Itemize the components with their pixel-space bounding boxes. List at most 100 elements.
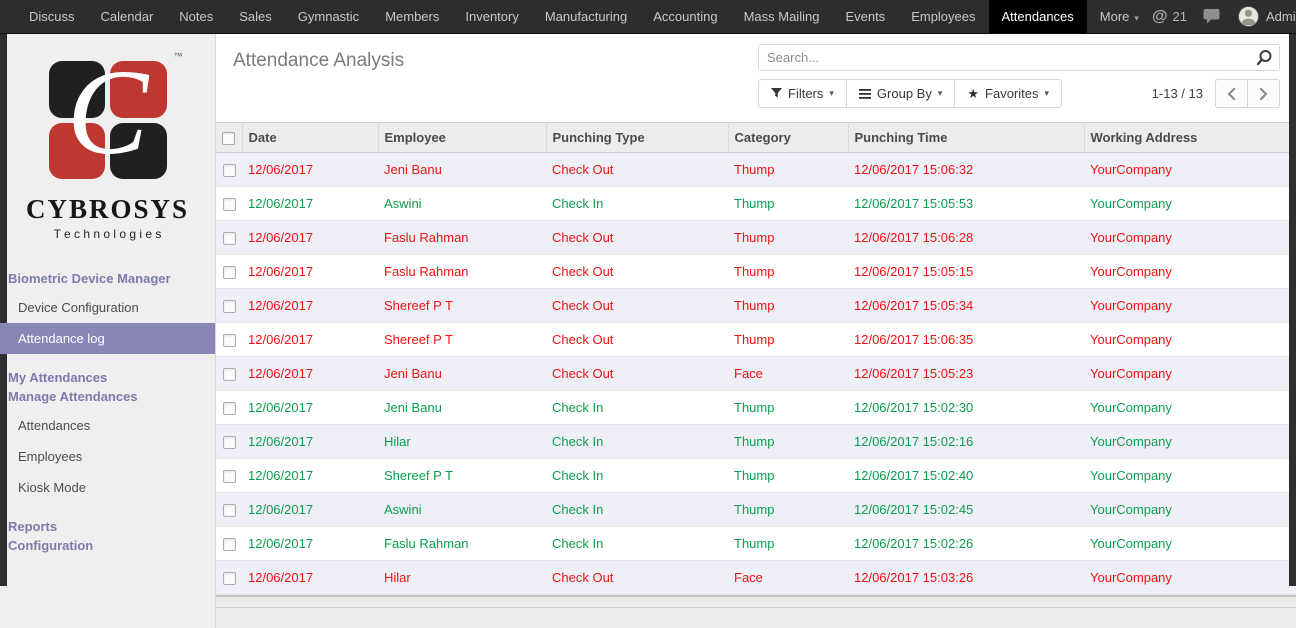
cell-punching-time[interactable]: 12/06/2017 15:06:28 [848, 220, 1084, 256]
cell-category[interactable]: Thump [728, 492, 848, 528]
table-row[interactable]: 12/06/2017 Shereef P T Check In Thump 12/06/… [216, 458, 1296, 494]
cell-employee[interactable]: Aswini [378, 492, 546, 528]
nav-item-mass-mailing[interactable]: Mass Mailing [743, 9, 820, 24]
cell-punching-type[interactable]: Check Out [546, 288, 728, 324]
select-all-checkbox[interactable] [222, 132, 236, 146]
cell-punching-type[interactable]: Check Out [546, 152, 728, 188]
sidebar-item-kiosk-mode[interactable]: Kiosk Mode [18, 480, 86, 495]
cell-punching-time[interactable]: 12/06/2017 15:05:15 [848, 254, 1084, 290]
cell-category[interactable]: Thump [728, 458, 848, 494]
row-checkbox[interactable] [222, 300, 236, 314]
cell-punching-type[interactable]: Check In [546, 458, 728, 494]
user-menu[interactable]: Administrator ▾ [1238, 6, 1296, 27]
table-row[interactable]: 12/06/2017 Shereef P T Check Out Thump 12/06… [216, 288, 1296, 324]
sidebar-heading-configuration[interactable]: Configuration [8, 538, 94, 553]
cell-category[interactable]: Face [728, 560, 848, 596]
cell-date[interactable]: 12/06/2017 [242, 254, 378, 290]
column-header-category[interactable]: Category [728, 121, 849, 154]
sidebar-heading-my-attendances[interactable]: My Attendances [8, 370, 108, 385]
pager-next-button[interactable] [1247, 79, 1280, 108]
column-header-date[interactable]: Date [242, 121, 379, 154]
cell-category[interactable]: Thump [728, 186, 848, 222]
nav-item-calendar[interactable]: Calendar [100, 9, 154, 24]
cell-punching-type[interactable]: Check In [546, 186, 728, 222]
cell-date[interactable]: 12/06/2017 [242, 356, 378, 392]
cell-employee[interactable]: Hilar [378, 424, 546, 460]
row-checkbox[interactable] [222, 368, 236, 382]
cell-date[interactable]: 12/06/2017 [242, 458, 378, 494]
column-header-working-address[interactable]: Working Address [1084, 121, 1296, 154]
cell-punching-time[interactable]: 12/06/2017 15:05:34 [848, 288, 1084, 324]
column-header-punching-type[interactable]: Punching Type [546, 121, 729, 154]
cell-employee[interactable]: Faslu Rahman [378, 254, 546, 290]
sidebar-heading-biometric-device-manager[interactable]: Biometric Device Manager [8, 271, 171, 286]
row-checkbox[interactable] [222, 470, 236, 484]
row-checkbox[interactable] [222, 538, 236, 552]
cell-punching-time[interactable]: 12/06/2017 15:05:23 [848, 356, 1084, 392]
cell-working-address[interactable]: YourCompany [1084, 322, 1296, 358]
cell-punching-time[interactable]: 12/06/2017 15:02:30 [848, 390, 1084, 426]
table-row[interactable]: 12/06/2017 Aswini Check In Thump 12/06/2017 … [216, 186, 1296, 222]
cell-punching-time[interactable]: 12/06/2017 15:05:53 [848, 186, 1084, 222]
row-checkbox[interactable] [222, 504, 236, 518]
cell-working-address[interactable]: YourCompany [1084, 152, 1296, 188]
cell-working-address[interactable]: YourCompany [1084, 390, 1296, 426]
pager-previous-button[interactable] [1215, 79, 1248, 108]
cell-category[interactable]: Thump [728, 152, 848, 188]
cell-employee[interactable]: Faslu Rahman [378, 526, 546, 562]
sidebar-item-attendance-log[interactable]: Attendance log [0, 323, 215, 354]
cell-date[interactable]: 12/06/2017 [242, 424, 378, 460]
nav-item-sales[interactable]: Sales [239, 9, 272, 24]
cell-working-address[interactable]: YourCompany [1084, 458, 1296, 494]
row-checkbox[interactable] [222, 232, 236, 246]
cell-working-address[interactable]: YourCompany [1084, 492, 1296, 528]
cell-punching-type[interactable]: Check Out [546, 356, 728, 392]
cell-working-address[interactable]: YourCompany [1084, 186, 1296, 222]
nav-item-more[interactable]: More ▾ [1087, 0, 1152, 33]
row-checkbox[interactable] [222, 436, 236, 450]
nav-item-manufacturing[interactable]: Manufacturing [544, 9, 628, 24]
cell-employee[interactable]: Jeni Banu [378, 390, 546, 426]
cell-employee[interactable]: Shereef P T [378, 322, 546, 358]
nav-item-gymnastic[interactable]: Gymnastic [297, 9, 360, 24]
nav-item-notes[interactable]: Notes [179, 9, 214, 24]
nav-item-accounting[interactable]: Accounting [653, 9, 718, 24]
sidebar-heading-reports[interactable]: Reports [8, 519, 58, 534]
cell-employee[interactable]: Shereef P T [378, 458, 546, 494]
cell-punching-time[interactable]: 12/06/2017 15:02:40 [848, 458, 1084, 494]
nav-item-attendances[interactable]: Attendances [988, 0, 1087, 33]
sidebar-item-employees[interactable]: Employees [18, 449, 83, 464]
table-row[interactable]: 12/06/2017 Hilar Check In Thump 12/06/2017 1… [216, 424, 1296, 460]
cell-punching-time[interactable]: 12/06/2017 15:06:35 [848, 322, 1084, 358]
cell-category[interactable]: Face [728, 356, 848, 392]
cell-employee[interactable]: Hilar [378, 560, 546, 596]
cell-date[interactable]: 12/06/2017 [242, 492, 378, 528]
sidebar-item-device-configuration[interactable]: Device Configuration [18, 300, 139, 315]
row-checkbox[interactable] [222, 572, 236, 586]
row-checkbox[interactable] [222, 164, 236, 178]
cell-date[interactable]: 12/06/2017 [242, 220, 378, 256]
sidebar-item-attendances[interactable]: Attendances [18, 418, 91, 433]
table-row[interactable]: 12/06/2017 Jeni Banu Check In Thump 12/06/20… [216, 390, 1296, 426]
cell-punching-type[interactable]: Check In [546, 424, 728, 460]
cell-employee[interactable]: Jeni Banu [378, 356, 546, 392]
messages-icon[interactable] [1203, 8, 1222, 25]
nav-item-events[interactable]: Events [845, 9, 886, 24]
cell-date[interactable]: 12/06/2017 [242, 560, 378, 596]
cell-category[interactable]: Thump [728, 424, 848, 460]
nav-item-inventory[interactable]: Inventory [465, 9, 519, 24]
cell-employee[interactable]: Aswini [378, 186, 546, 222]
cell-category[interactable]: Thump [728, 220, 848, 256]
cell-punching-type[interactable]: Check In [546, 492, 728, 528]
cell-working-address[interactable]: YourCompany [1084, 254, 1296, 290]
cell-date[interactable]: 12/06/2017 [242, 288, 378, 324]
cell-punching-time[interactable]: 12/06/2017 15:06:32 [848, 152, 1084, 188]
row-checkbox[interactable] [222, 266, 236, 280]
cell-category[interactable]: Thump [728, 254, 848, 290]
cell-employee[interactable]: Shereef P T [378, 288, 546, 324]
table-row[interactable]: 12/06/2017 Faslu Rahman Check Out Thump 12/0… [216, 220, 1296, 256]
cell-date[interactable]: 12/06/2017 [242, 390, 378, 426]
cell-date[interactable]: 12/06/2017 [242, 186, 378, 222]
nav-item-members[interactable]: Members [385, 9, 440, 24]
cell-date[interactable]: 12/06/2017 [242, 526, 378, 562]
